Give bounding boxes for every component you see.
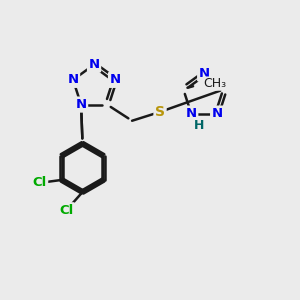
Text: CH₃: CH₃ (203, 77, 226, 90)
Text: N: N (88, 58, 100, 71)
Text: N: N (76, 98, 87, 111)
Text: N: N (212, 107, 223, 120)
Text: Cl: Cl (59, 204, 74, 217)
Text: S: S (155, 105, 165, 119)
Text: N: N (110, 74, 121, 86)
Text: N: N (68, 74, 79, 86)
Text: N: N (199, 67, 210, 80)
Text: Cl: Cl (32, 176, 47, 189)
Text: H: H (194, 119, 205, 133)
Text: N: N (186, 107, 197, 120)
